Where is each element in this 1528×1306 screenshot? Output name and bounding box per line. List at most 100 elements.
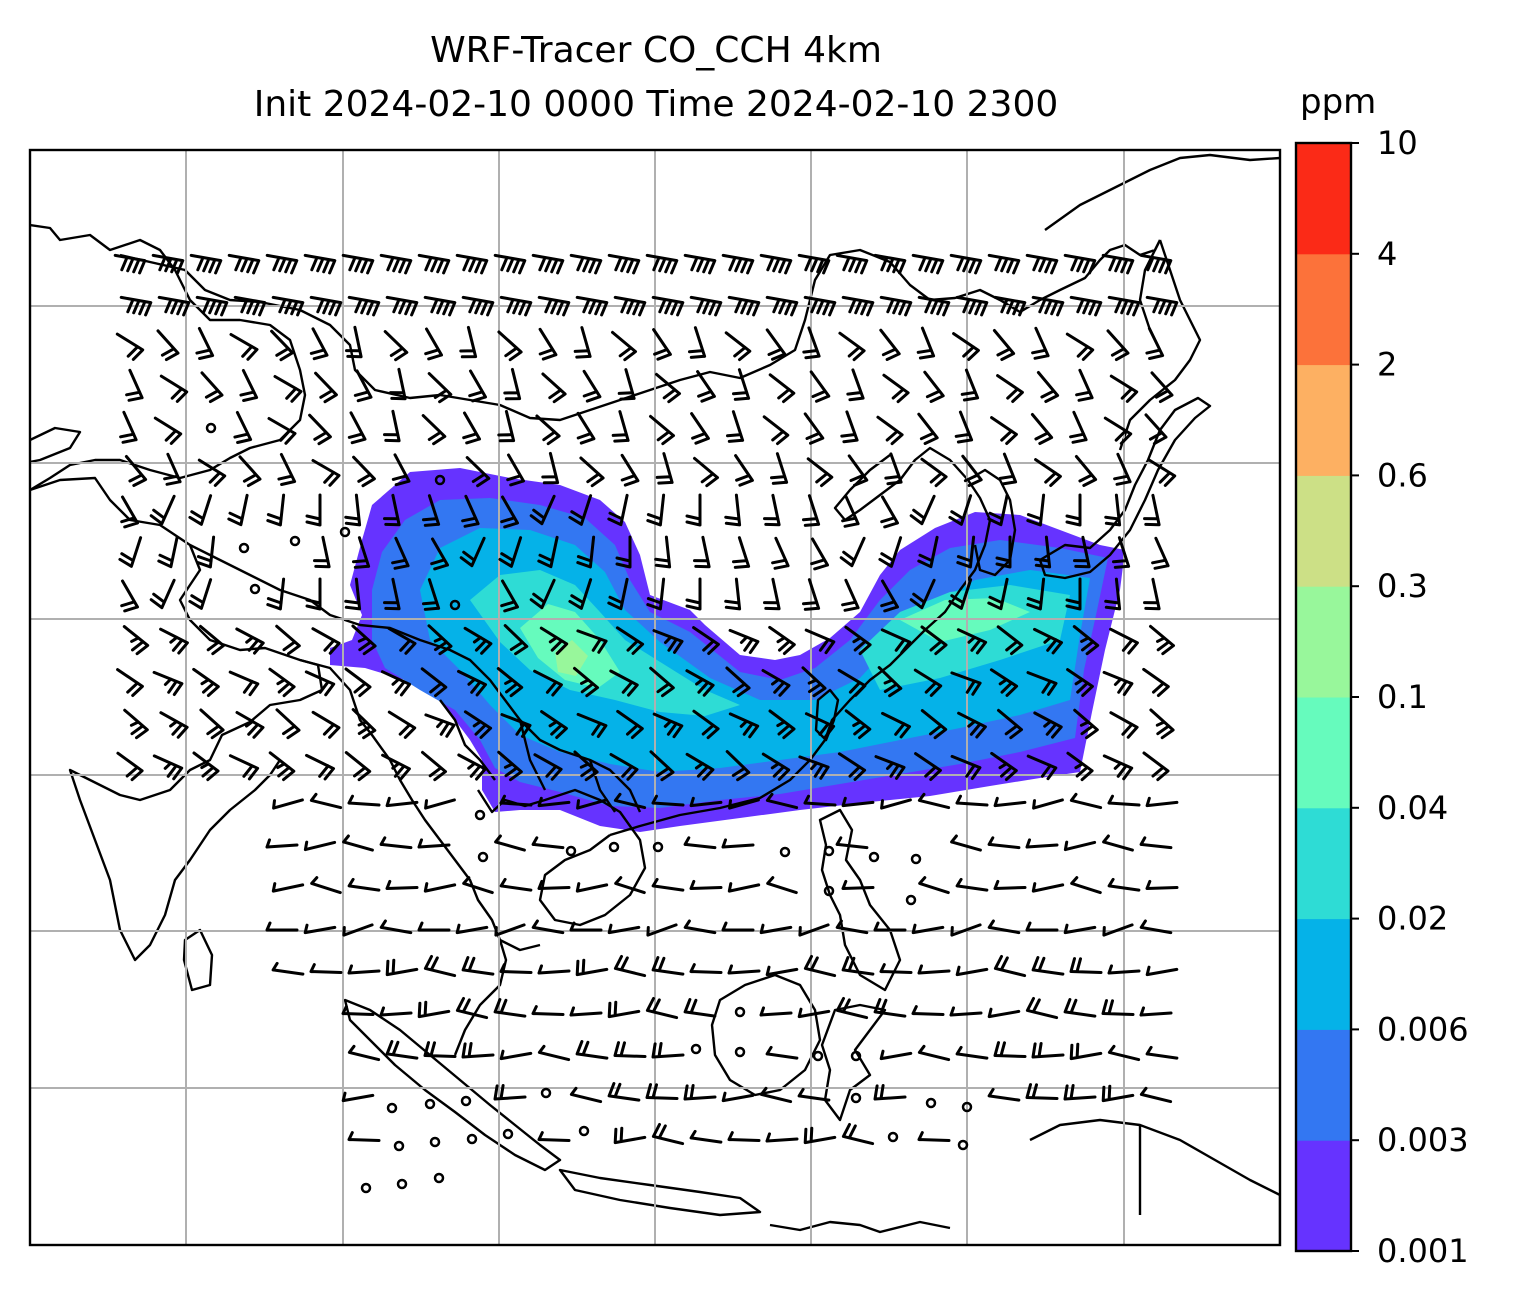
wind-calm-marker [734,1046,746,1058]
wind-barb [200,371,224,404]
wind-barb [573,326,592,359]
wind-barb [955,794,989,807]
wind-barb [499,1049,533,1061]
wind-barb [493,1084,527,1101]
wind-barb [920,457,948,488]
colorbar-tick-label: 0.04 [1377,789,1448,827]
colorbar-segment [1296,475,1351,587]
wind-barb [499,877,533,892]
wind-barb [725,666,751,698]
wind-barb [271,882,305,893]
wind-barb [840,410,859,444]
wind-calm-marker [690,1043,702,1055]
wind-barb [1139,1006,1173,1017]
wind-barb [1073,708,1099,740]
wind-barb [1065,577,1082,611]
wind-barb [993,955,1027,978]
wind-barb [761,669,791,697]
wind-barb [654,535,672,569]
wind-barb [499,794,533,807]
wind-barb [880,495,899,529]
wind-barb [1101,253,1135,275]
colorbar-segment [1296,143,1351,255]
wind-barb [987,836,1021,850]
wind-barb [797,1007,831,1019]
wind-barb [948,494,973,526]
wind-barb [1151,536,1170,570]
wind-barb [798,923,830,937]
wind-barb [1139,919,1173,935]
wind-barb [493,998,527,1018]
wind-barb [192,751,220,782]
wind-calm-marker [393,1140,405,1152]
wind-barb [569,1006,603,1017]
wind-barb [277,453,297,486]
wind-barb [344,577,362,611]
wind-barb [1025,253,1059,275]
wind-calm-marker [360,1182,372,1194]
wind-barb [427,372,453,404]
wind-barb [272,798,304,810]
wind-barb [125,368,144,402]
wind-barb [1065,332,1095,361]
wind-barb [993,796,1027,808]
wind-barb [1145,965,1179,977]
wind-barb [797,1087,831,1102]
wind-barb [607,1000,641,1019]
wind-barb [352,455,376,488]
wind-barb [804,712,836,739]
wind-barb [806,457,834,488]
wind-barb [265,253,299,275]
wind-barb [909,494,936,526]
wind-barb [422,494,441,527]
coastlines [30,153,1280,1245]
coastline-newguinea [1029,1118,1280,1245]
wind-barb [646,923,678,937]
wind-barb [1107,794,1141,807]
wind-barb [651,1042,685,1059]
wind-barb [607,923,641,935]
wind-barb [1101,999,1135,1016]
coastline-java [558,1168,762,1217]
wind-barb [916,326,936,360]
wind-barb [614,876,646,895]
wind-barb [1075,368,1094,402]
wind-barb [917,964,951,975]
wind-barb [1143,577,1161,611]
wind-barb [993,1041,1027,1058]
wind-barb [1026,577,1046,611]
wind-barb [732,368,751,401]
wind-barb [1106,329,1130,362]
wind-barb [455,997,489,1020]
wind-barb [497,750,523,782]
wind-barb [468,369,487,403]
wind-barb [689,1129,723,1144]
wind-barb [950,671,982,696]
wind-barb [496,667,524,698]
wind-barb [1031,1042,1065,1059]
wind-barb [568,578,593,610]
wind-barb [539,626,569,655]
wind-barb [1063,840,1097,852]
wind-barb [347,1131,381,1142]
wind-barb [841,578,860,612]
wind-barb [576,798,608,810]
wind-barb [646,493,666,527]
wind-barb [727,1131,761,1142]
wind-barb [914,752,942,781]
wind-barb [423,1041,457,1058]
wind-barb [613,792,647,810]
wind-barb [1150,371,1174,404]
wind-barb [233,295,267,317]
wind-barb [381,753,411,781]
wind-barb [1025,838,1059,849]
wind-barb [1109,711,1139,739]
wind-barb [116,668,144,697]
wind-barb [651,1123,685,1146]
wind-barb [835,919,869,935]
wind-barb [156,329,180,362]
wind-barb [189,253,223,275]
wind-barb [461,295,495,317]
wind-barb [275,624,301,656]
wind-barb [759,923,793,935]
